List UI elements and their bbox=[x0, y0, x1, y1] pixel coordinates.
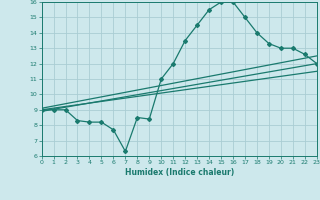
X-axis label: Humidex (Indice chaleur): Humidex (Indice chaleur) bbox=[124, 168, 234, 177]
